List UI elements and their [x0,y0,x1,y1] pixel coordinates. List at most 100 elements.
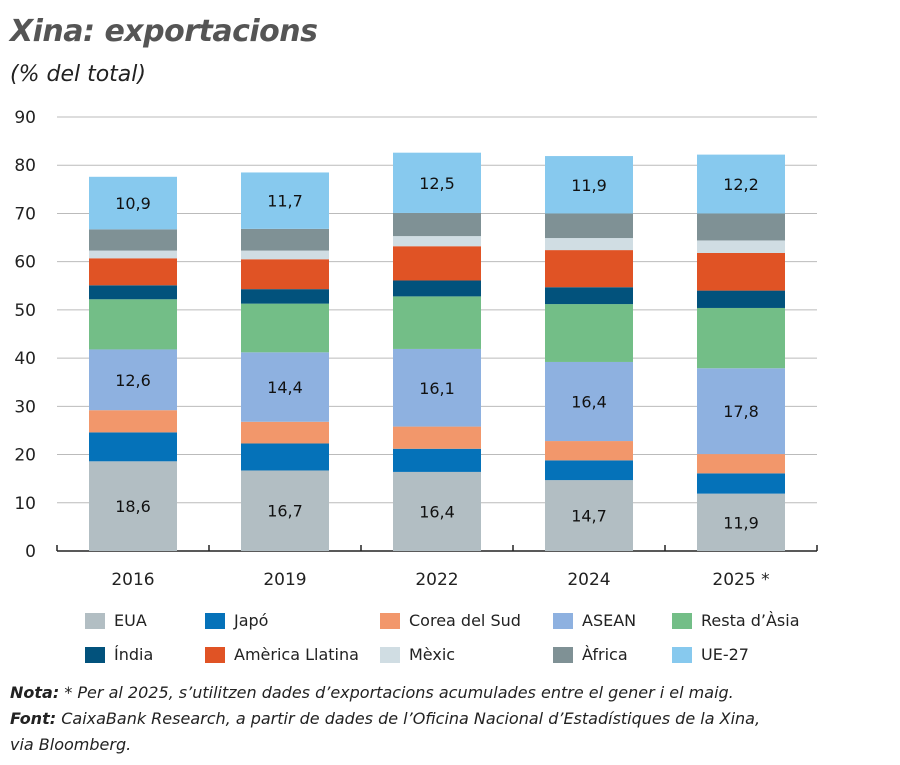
bar-segment [241,259,329,290]
legend-item: EUA [85,611,147,630]
bar-segment [241,172,329,229]
legend-item: Mèxic [380,645,455,664]
legend-item: Amèrica Llatina [205,645,359,664]
data-label: 11,9 [723,513,759,532]
bar-segment [393,236,481,247]
data-label: 12,6 [115,371,151,390]
legend-item: Resta d’Àsia [672,611,800,630]
data-label: 16,4 [571,393,607,412]
bar-segment [545,287,633,305]
bar-segment [393,246,481,281]
data-label: 10,9 [115,194,151,213]
x-tick-label: 2019 [263,570,306,590]
bar-segment [393,280,481,297]
data-label: 16,4 [419,502,455,521]
y-tick-label: 70 [14,204,36,224]
bar-segment [545,238,633,251]
y-tick-label: 10 [14,494,36,514]
legend-label: Resta d’Àsia [701,611,800,630]
bar-segment [697,368,785,455]
x-tick-label: 2022 [415,570,458,590]
data-label: 18,6 [115,497,151,516]
legend-label: ASEAN [582,611,637,630]
source-line-2: via Bloomberg. [10,735,132,754]
y-tick-label: 40 [14,349,36,369]
bar-segment [393,471,481,551]
data-label: 16,7 [267,502,303,521]
bar-segment [241,303,329,353]
bar-segment [545,441,633,461]
bar-segment [697,252,785,291]
legend-label: Mèxic [409,645,456,664]
bar-segment [697,493,785,551]
data-label: 17,8 [723,402,759,421]
bar-segment [89,299,177,350]
legend-label: Àfrica [582,645,628,664]
note-label: Nota: [10,683,60,702]
legend-swatch [553,612,573,629]
chart-title: Xina: exportacions [10,14,318,49]
bar-segment [545,250,633,288]
legend-label: UE-27 [701,645,749,664]
bar-segment [89,410,177,433]
legend-item: Japó [205,611,268,630]
data-label: 16,1 [419,379,455,398]
data-label: 11,7 [267,192,303,211]
legend-swatch [85,646,105,663]
x-tick-label: 2016 [111,570,154,590]
x-tick-label: 2024 [567,570,610,590]
legend-label: EUA [114,611,147,630]
bar-segment [697,307,785,369]
bar-segment [89,461,177,551]
legend-item: UE-27 [672,645,749,664]
bar-segment [393,296,481,349]
bar-segment [697,154,785,214]
y-tick-label: 80 [14,156,36,176]
legend-swatch [85,612,105,629]
bar-segment [89,176,177,230]
data-label: 14,7 [571,507,607,526]
legend-swatch [205,646,225,663]
legend-label: Japó [234,611,269,630]
bar-segment [241,228,329,251]
bar-segment [241,470,329,551]
legend-swatch [672,646,692,663]
bar-segment [697,454,785,474]
bar-segment [393,448,481,472]
y-tick-label: 0 [25,542,36,562]
x-tick-label: 2025 * [712,570,769,590]
bar-segment [393,426,481,449]
bar-segment [393,152,481,213]
legend-label: Corea del Sud [409,611,521,630]
bar-segment [545,460,633,481]
legend-swatch [553,646,573,663]
bar-segment [241,443,329,471]
legend-swatch [380,646,400,663]
legend-item: Corea del Sud [380,611,521,630]
legend-swatch [672,612,692,629]
legend-item: Índia [85,645,153,664]
bar-segment [697,473,785,494]
bar-segment [393,212,481,237]
bar-segment [89,258,177,286]
source-label: Font: [10,709,57,728]
bar-segment [545,156,633,214]
data-label: 11,9 [571,176,607,195]
data-label: 12,2 [723,175,759,194]
bar-segment [697,290,785,308]
bar-segment [89,349,177,411]
legend-swatch [380,612,400,629]
legend-label: Amèrica Llatina [234,645,359,664]
y-tick-label: 60 [14,253,36,273]
bar-segment [697,240,785,253]
y-tick-label: 50 [14,301,36,321]
bar-segment [241,289,329,304]
data-label: 12,5 [419,174,455,193]
bar-segment [545,361,633,442]
bar-segment [393,348,481,427]
y-tick-label: 90 [14,108,36,128]
legend-label: Índia [114,645,154,664]
bar-segment [89,285,177,300]
legend-swatch [205,612,225,629]
